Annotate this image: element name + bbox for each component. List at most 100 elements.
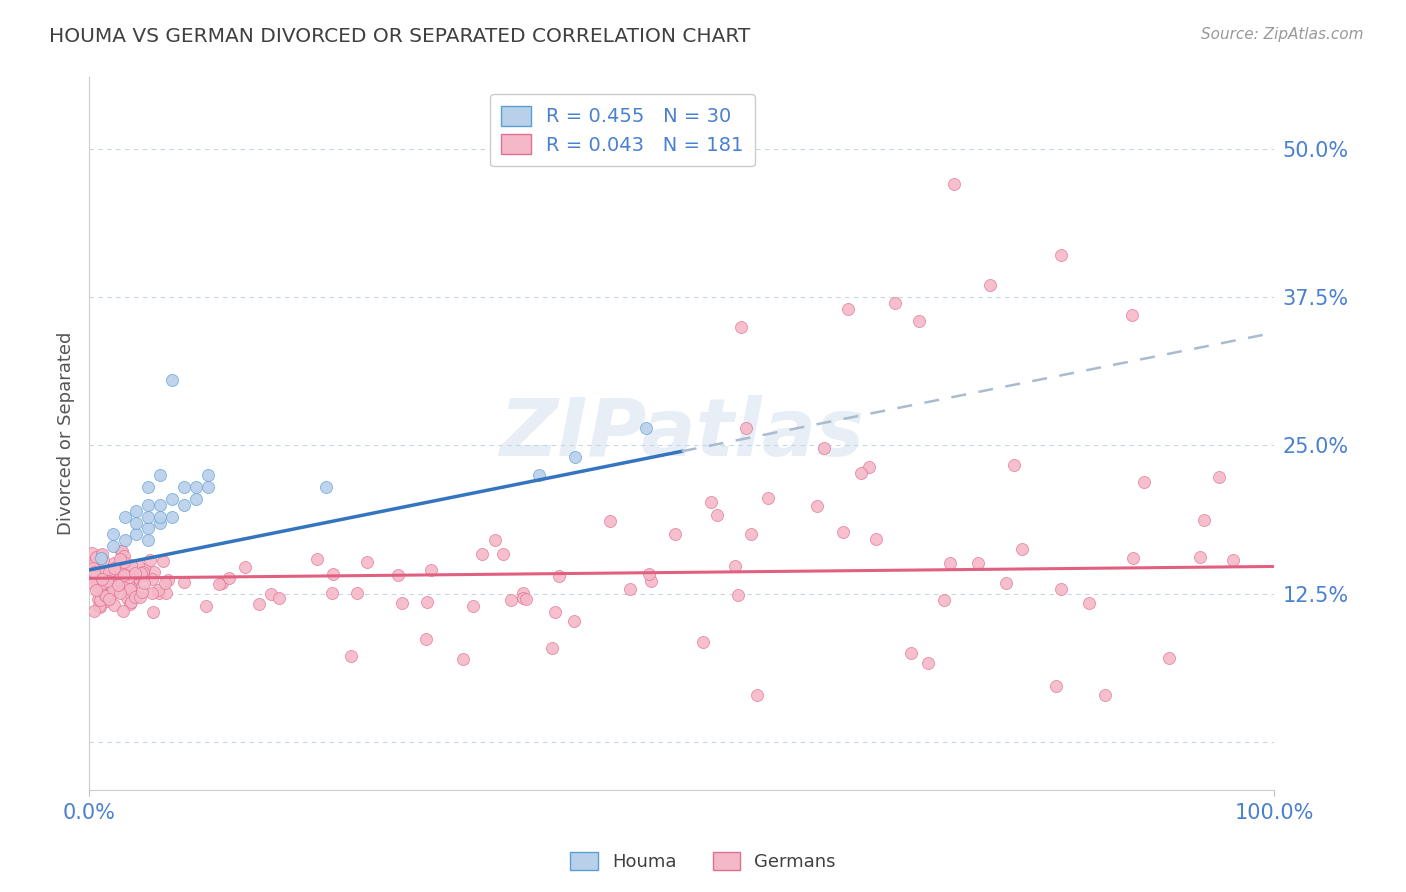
Point — [115, 591, 138, 605]
Point — [98, 574, 121, 588]
Point — [98, 565, 121, 579]
Point — [125, 503, 148, 517]
Point — [1002, 458, 1025, 473]
Point — [131, 585, 153, 599]
Point — [129, 566, 152, 580]
Point — [121, 577, 143, 591]
Point — [132, 565, 155, 579]
Point — [84, 549, 107, 564]
Point — [121, 573, 143, 587]
Point — [124, 566, 146, 581]
Point — [416, 595, 439, 609]
Point — [103, 561, 125, 575]
Point — [900, 646, 922, 660]
Point — [1011, 541, 1033, 556]
Point — [121, 576, 143, 591]
Point — [636, 420, 658, 434]
Legend: Houma, Germans: Houma, Germans — [564, 845, 842, 879]
Point — [90, 565, 112, 579]
Point — [94, 588, 117, 602]
Point — [267, 591, 290, 605]
Point — [512, 591, 534, 605]
Point — [96, 574, 118, 589]
Point — [117, 576, 139, 591]
Point — [640, 574, 662, 588]
Point — [100, 586, 122, 600]
Point — [124, 590, 146, 604]
Point — [979, 278, 1001, 293]
Point — [100, 572, 122, 586]
Point — [907, 314, 929, 328]
Point — [1208, 470, 1230, 484]
Point — [89, 599, 111, 614]
Point — [114, 509, 136, 524]
Point — [91, 582, 114, 597]
Point — [141, 572, 163, 586]
Point — [84, 567, 107, 582]
Point — [1094, 688, 1116, 702]
Point — [938, 556, 960, 570]
Point — [132, 562, 155, 576]
Point — [155, 585, 177, 599]
Point — [322, 566, 344, 581]
Point — [756, 491, 779, 506]
Point — [1222, 552, 1244, 566]
Point — [90, 572, 112, 586]
Point — [108, 586, 131, 600]
Point — [706, 508, 728, 522]
Point — [745, 688, 768, 702]
Point — [83, 604, 105, 618]
Point — [173, 574, 195, 589]
Point — [112, 604, 135, 618]
Point — [84, 582, 107, 597]
Point — [141, 585, 163, 599]
Point — [157, 574, 180, 588]
Point — [420, 563, 443, 577]
Point — [548, 568, 571, 582]
Point — [87, 582, 110, 596]
Point — [461, 599, 484, 614]
Point — [247, 598, 270, 612]
Point — [515, 591, 537, 606]
Point — [346, 585, 368, 599]
Point — [120, 597, 142, 611]
Point — [492, 547, 515, 561]
Point — [118, 569, 141, 583]
Point — [233, 559, 256, 574]
Point — [108, 578, 131, 592]
Legend: R = 0.455   N = 30, R = 0.043   N = 181: R = 0.455 N = 30, R = 0.043 N = 181 — [489, 95, 755, 167]
Point — [211, 575, 233, 590]
Point — [851, 466, 873, 480]
Point — [90, 551, 112, 566]
Point — [114, 567, 136, 582]
Point — [453, 652, 475, 666]
Point — [112, 549, 135, 563]
Point — [208, 577, 231, 591]
Y-axis label: Divorced or Separated: Divorced or Separated — [58, 332, 75, 535]
Point — [471, 547, 494, 561]
Point — [218, 571, 240, 585]
Point — [89, 593, 111, 607]
Point — [724, 559, 747, 574]
Point — [356, 555, 378, 569]
Point — [138, 521, 160, 535]
Point — [138, 498, 160, 512]
Point — [387, 567, 409, 582]
Point — [160, 491, 183, 506]
Point — [125, 527, 148, 541]
Point — [529, 468, 551, 483]
Point — [499, 593, 522, 607]
Point — [512, 586, 534, 600]
Point — [125, 516, 148, 530]
Point — [125, 570, 148, 584]
Point — [94, 588, 117, 602]
Point — [730, 319, 752, 334]
Point — [131, 567, 153, 582]
Point — [340, 649, 363, 664]
Point — [315, 480, 337, 494]
Point — [1194, 513, 1216, 527]
Point — [1050, 248, 1073, 262]
Point — [100, 569, 122, 583]
Point — [153, 576, 176, 591]
Point — [599, 514, 621, 528]
